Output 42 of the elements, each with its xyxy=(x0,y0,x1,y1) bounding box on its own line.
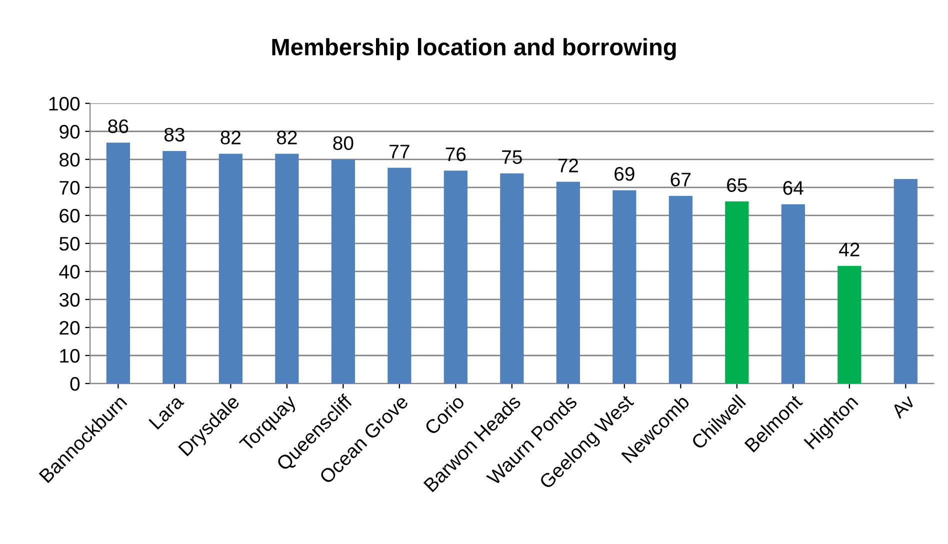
y-tick-label: 80 xyxy=(60,152,80,167)
data-label: 75 xyxy=(502,150,522,164)
data-label: 83 xyxy=(164,128,184,142)
data-label: 80 xyxy=(333,136,354,150)
y-tick-label: 20 xyxy=(60,320,80,335)
data-label: 42 xyxy=(839,242,860,256)
y-tick-label: 70 xyxy=(60,180,80,195)
y-tick-label: 60 xyxy=(60,208,80,223)
bar xyxy=(444,170,468,384)
y-tick-label: 0 xyxy=(70,376,80,391)
bar xyxy=(725,201,749,384)
bar xyxy=(388,168,412,384)
bar xyxy=(331,159,355,384)
data-label: 86 xyxy=(108,119,128,134)
data-label: 69 xyxy=(614,167,634,181)
bar xyxy=(106,142,130,384)
data-label: 67 xyxy=(670,172,691,186)
bar xyxy=(556,182,580,384)
y-tick-label: 90 xyxy=(60,124,80,139)
bar xyxy=(668,196,692,384)
bar xyxy=(894,179,918,384)
chart-title: Membership location and borrowing xyxy=(272,38,676,60)
data-label: 65 xyxy=(727,178,747,192)
bar xyxy=(500,173,524,384)
y-tick-label: 30 xyxy=(59,292,80,307)
data-label: 72 xyxy=(558,158,578,172)
y-tick-label: 40 xyxy=(59,264,80,279)
bar xyxy=(781,204,805,384)
data-label: 82 xyxy=(220,130,241,144)
bar xyxy=(612,190,636,384)
data-label: 77 xyxy=(390,144,410,158)
y-tick-label: 10 xyxy=(60,348,80,363)
bar xyxy=(275,154,299,384)
data-label: 64 xyxy=(783,181,804,195)
x-tick-label: Av xyxy=(890,394,916,419)
data-label: 76 xyxy=(446,147,466,162)
bar xyxy=(162,150,186,384)
y-tick-label: 50 xyxy=(59,236,80,251)
bar xyxy=(838,266,862,384)
y-tick-label: 100 xyxy=(49,96,80,111)
data-label: 82 xyxy=(276,130,297,144)
bar xyxy=(218,154,242,384)
